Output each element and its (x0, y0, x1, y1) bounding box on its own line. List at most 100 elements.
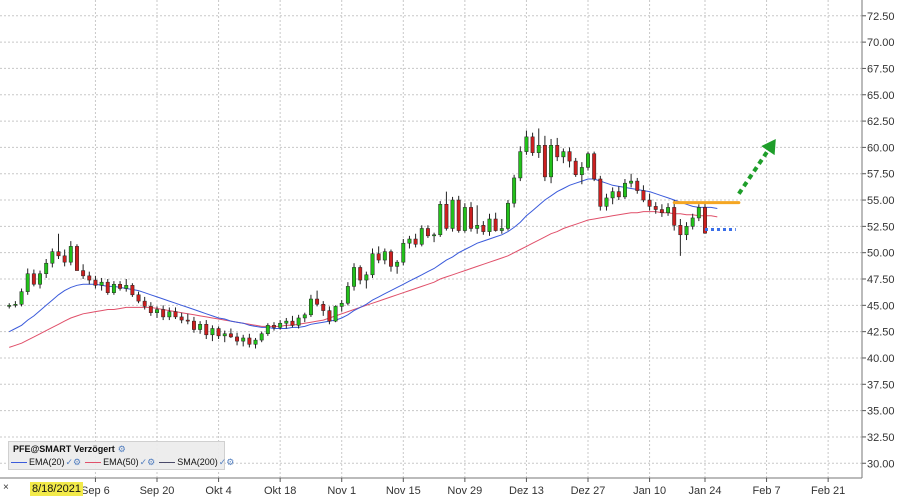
candle[interactable] (142, 296, 147, 310)
candle[interactable] (130, 283, 135, 297)
candle[interactable] (31, 269, 36, 287)
candle[interactable] (610, 187, 615, 205)
candle[interactable] (573, 157, 578, 177)
candle[interactable] (690, 213, 695, 230)
candle[interactable] (616, 186, 621, 201)
candle[interactable] (321, 301, 326, 316)
candle[interactable] (99, 277, 104, 291)
candle[interactable] (425, 225, 430, 238)
candle[interactable] (136, 291, 141, 304)
candle[interactable] (75, 244, 79, 271)
candle[interactable] (395, 260, 400, 274)
candle[interactable] (247, 333, 252, 348)
candle[interactable] (284, 317, 289, 329)
candle[interactable] (401, 239, 406, 266)
candle[interactable] (376, 246, 381, 264)
candle[interactable] (456, 195, 461, 233)
bullish-arrow-shaft[interactable] (737, 149, 770, 195)
candle[interactable] (604, 193, 609, 211)
candle[interactable] (333, 305, 338, 323)
candle[interactable] (327, 306, 332, 325)
candle[interactable] (512, 174, 517, 208)
candle[interactable] (216, 326, 221, 340)
candle[interactable] (25, 268, 30, 295)
candle[interactable] (62, 249, 67, 267)
candle[interactable] (684, 222, 689, 241)
candle[interactable] (438, 201, 443, 237)
candle[interactable] (641, 185, 646, 203)
candle[interactable] (598, 175, 603, 211)
candle[interactable] (475, 205, 480, 234)
candle[interactable] (241, 334, 246, 347)
candle[interactable] (659, 204, 664, 217)
candle[interactable] (204, 320, 209, 340)
candle[interactable] (235, 332, 239, 346)
bullish-arrow-head[interactable] (761, 139, 776, 156)
candle[interactable] (222, 330, 227, 343)
candle[interactable] (419, 225, 424, 247)
candle[interactable] (124, 279, 129, 292)
candle[interactable] (678, 218, 683, 256)
candle[interactable] (586, 151, 590, 171)
candle[interactable] (481, 221, 486, 235)
candle[interactable] (272, 322, 276, 331)
candle[interactable] (93, 275, 98, 289)
candle[interactable] (87, 271, 92, 285)
legend-settings-icon[interactable]: ✓⚙ (139, 457, 156, 467)
candle[interactable] (370, 248, 375, 278)
candle[interactable] (653, 202, 658, 214)
candle[interactable] (450, 196, 455, 232)
candle[interactable] (308, 294, 313, 317)
candle[interactable] (635, 177, 640, 194)
candle[interactable] (179, 312, 184, 324)
candle[interactable] (296, 314, 301, 329)
candle[interactable] (524, 130, 529, 155)
candle[interactable] (389, 249, 393, 272)
legend-item[interactable]: EMA(50)✓⚙ (85, 457, 156, 468)
candle[interactable] (623, 178, 627, 199)
candle[interactable] (68, 241, 73, 266)
candle[interactable] (555, 137, 560, 162)
close-icon[interactable]: × (3, 482, 9, 493)
candle[interactable] (549, 138, 554, 184)
candle[interactable] (364, 271, 369, 289)
candle[interactable] (155, 306, 159, 318)
candle[interactable] (7, 303, 12, 309)
candle[interactable] (118, 281, 123, 291)
candle[interactable] (192, 316, 196, 333)
settings-icon[interactable]: ⚙ (117, 444, 126, 454)
candle[interactable] (13, 301, 18, 308)
candle[interactable] (345, 282, 350, 306)
legend-item[interactable]: EMA(20)✓⚙ (11, 457, 82, 468)
candle[interactable] (413, 233, 418, 248)
candle[interactable] (647, 193, 652, 211)
candle[interactable] (352, 263, 356, 291)
candle[interactable] (185, 313, 190, 325)
candle[interactable] (44, 259, 49, 278)
candle[interactable] (315, 290, 320, 307)
candle[interactable] (198, 321, 203, 334)
candle[interactable] (358, 265, 363, 285)
candle[interactable] (506, 200, 510, 231)
candle[interactable] (536, 128, 541, 158)
legend-settings-icon[interactable]: ✓⚙ (218, 457, 235, 467)
candle[interactable] (530, 132, 535, 156)
candle[interactable] (259, 331, 264, 343)
candle[interactable] (50, 248, 55, 268)
legend-panel[interactable]: PFE@SMART Verzögert ⚙ EMA(20)✓⚙ EMA(50)✓⚙ S… (8, 441, 234, 470)
candle[interactable] (265, 323, 270, 336)
candle[interactable] (592, 151, 597, 182)
legend-item[interactable]: SMA(200)✓⚙ (159, 457, 235, 468)
candle[interactable] (493, 212, 498, 232)
candle[interactable] (38, 270, 42, 289)
candle[interactable] (210, 325, 215, 342)
candle[interactable] (56, 233, 61, 260)
candle[interactable] (161, 305, 166, 321)
candle[interactable] (148, 302, 153, 316)
candle[interactable] (105, 279, 110, 295)
candle[interactable] (81, 264, 86, 280)
candle[interactable] (407, 235, 412, 249)
candle[interactable] (339, 300, 344, 312)
candle[interactable] (672, 200, 677, 231)
